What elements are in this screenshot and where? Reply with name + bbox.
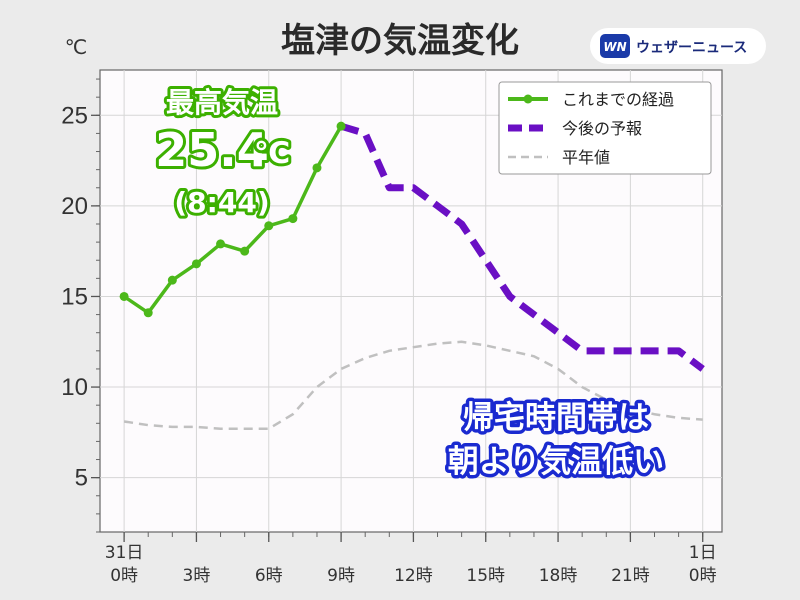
observed-point: [119, 291, 129, 301]
observed-point: [336, 121, 346, 131]
brand-name: ウェザーニュース: [636, 40, 747, 56]
x-axis: 31日 0時 3時 6時 9時 12時 15時 18時 21時 1日 0時: [105, 532, 717, 586]
x-tick-label: 0時: [110, 566, 138, 586]
max-temp-time: (8:44): [174, 186, 269, 219]
evening-callout: 帰宅時間帯は 朝より気温低い: [444, 397, 667, 484]
x-tick-label: 6時: [255, 566, 283, 586]
x-tick-date-label: 31日: [105, 543, 144, 563]
x-tick-label: 12時: [394, 566, 433, 586]
brand-logo: WN ウェザーニュース: [590, 28, 766, 64]
series-forecast-line: [340, 122, 705, 372]
max-temp-heading: 最高気温: [166, 86, 278, 119]
legend-forecast: 今後の予報: [562, 119, 642, 138]
observed-point: [216, 239, 226, 249]
x-tick-label: 21時: [611, 566, 650, 586]
max-temp-unit: ℃: [254, 136, 290, 171]
x-tick-label: 9時: [327, 566, 355, 586]
y-tick-label: 10: [61, 374, 88, 401]
y-tick-label: 20: [61, 193, 88, 220]
y-tick-label: 25: [61, 102, 88, 129]
legend-marker-observed: [523, 94, 533, 104]
x-tick-label: 3時: [183, 566, 211, 586]
x-tick-date-label: 1日: [689, 543, 717, 563]
callout-line-1: 帰宅時間帯は: [463, 400, 649, 436]
observed-point: [191, 259, 201, 269]
observed-point: [312, 163, 322, 173]
observed-point: [240, 246, 250, 256]
series-layer: [119, 121, 705, 430]
callout-line-2: 朝より気温低い: [448, 444, 664, 480]
legend: これまでの経過 今後の予報 平年値: [498, 81, 712, 175]
y-axis: 5 10 15 20 25: [61, 78, 100, 533]
legend-observed: これまでの経過: [562, 90, 674, 109]
chart-title: 塩津の気温変化: [281, 21, 519, 61]
x-tick-label: 18時: [539, 566, 578, 586]
max-temp-annotation: 最高気温 25.4 ℃ (8:44): [152, 83, 293, 222]
observed-point: [288, 214, 298, 224]
y-tick-label: 5: [75, 465, 88, 492]
y-tick-label: 15: [61, 283, 88, 310]
logo-mark-text: WN: [603, 40, 626, 54]
series-normal-line: [123, 340, 703, 430]
x-tick-label: 15時: [466, 566, 505, 586]
y-unit-label: ℃: [65, 35, 87, 59]
max-temp-value: 25.4: [155, 123, 269, 177]
legend-normal: 平年値: [562, 148, 610, 167]
observed-point: [143, 308, 153, 318]
observed-point: [264, 221, 274, 231]
logo-mark-icon: [600, 34, 630, 58]
series-observed-line: [123, 125, 343, 315]
x-tick-label: 0時: [689, 566, 717, 586]
observed-point: [167, 275, 177, 285]
